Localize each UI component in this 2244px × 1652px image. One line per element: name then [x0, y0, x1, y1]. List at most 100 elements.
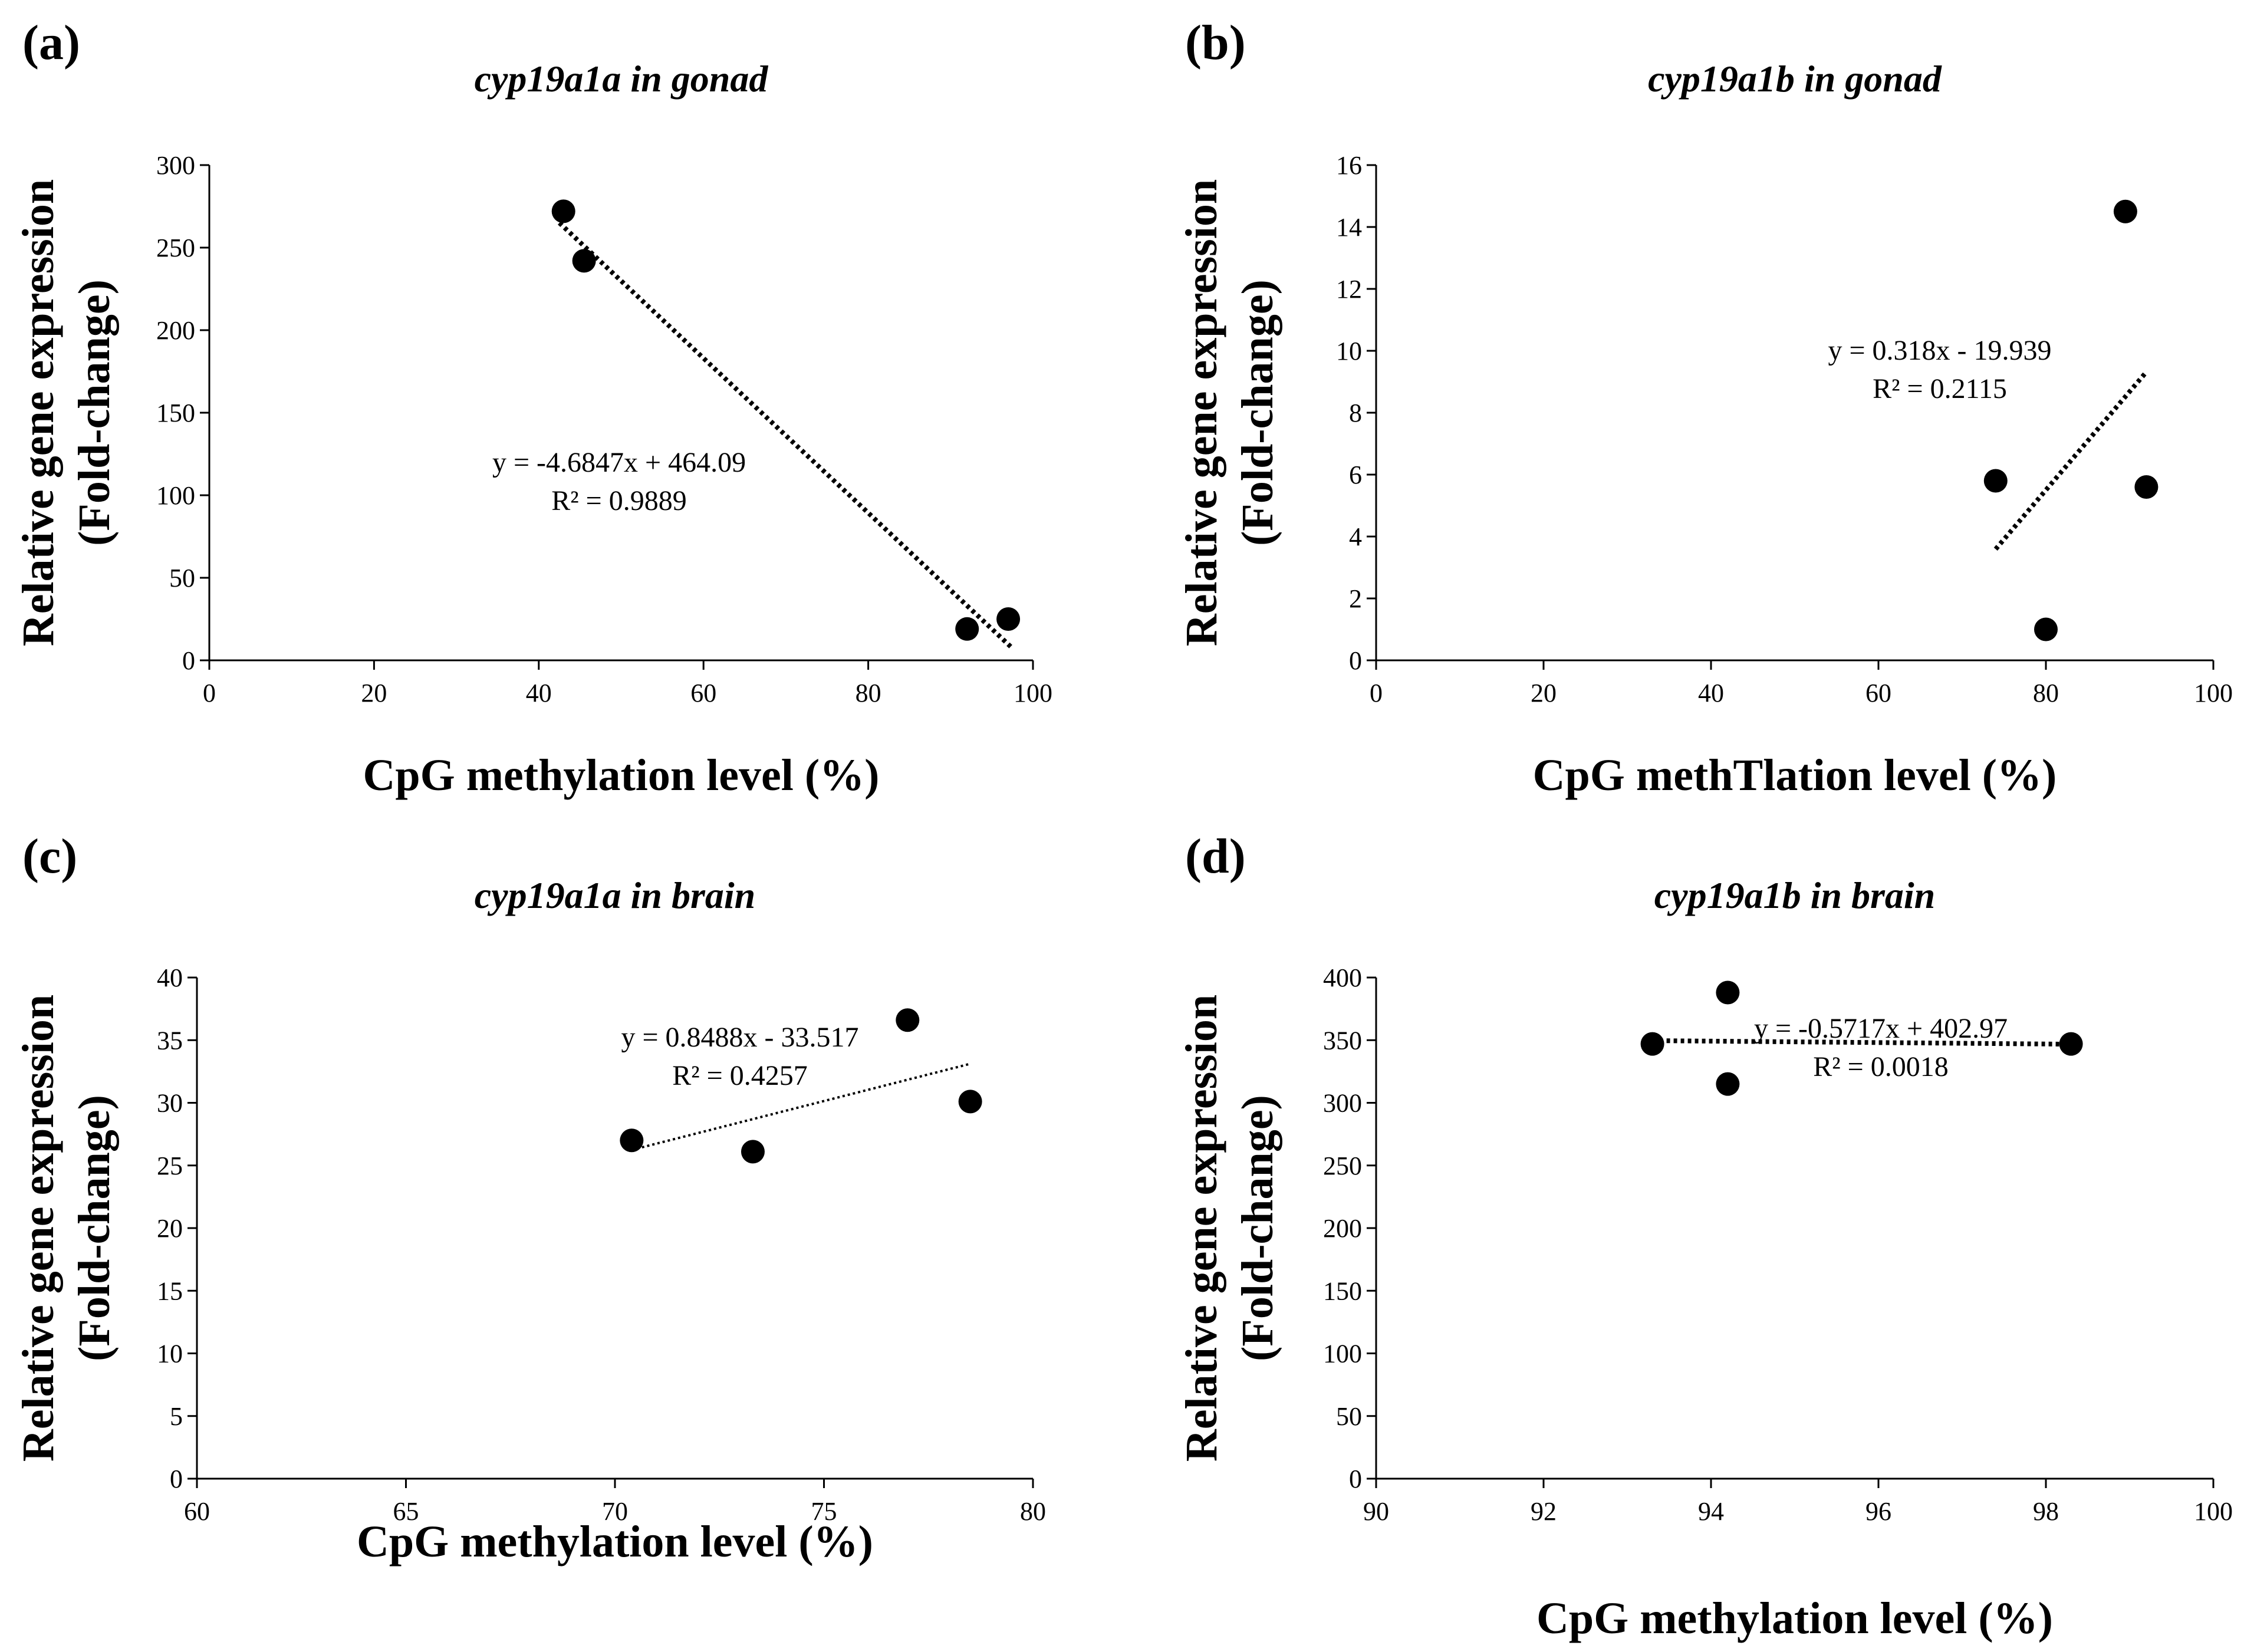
y-tick-label: 100: [1323, 1340, 1362, 1368]
panel-label: (a): [22, 15, 80, 70]
y-tick-label: 350: [1323, 1026, 1362, 1055]
y-tick-label: 6: [1349, 460, 1362, 489]
y-tick-label: 300: [1323, 1089, 1362, 1118]
x-tick-label: 60: [184, 1497, 210, 1526]
trendline-equation: y = -4.6847x + 464.09: [492, 447, 746, 478]
x-tick-label: 0: [1370, 679, 1383, 707]
chart-title: cyp19a1b in brain: [1654, 874, 1935, 916]
y-axis-label: Relative gene expression: [14, 179, 63, 646]
y-tick-label: 20: [157, 1214, 183, 1243]
x-tick-label: 80: [2033, 679, 2059, 707]
panel-label: (c): [22, 829, 77, 884]
y-tick-label: 30: [157, 1089, 183, 1118]
trendline: [1993, 370, 2148, 551]
data-point: [2113, 199, 2137, 223]
x-axis-label: CpG methTlation level (%): [1533, 751, 2057, 800]
y-tick-label: 0: [1349, 1465, 1362, 1493]
y-axis-label-unit: (Fold-change): [1233, 1095, 1282, 1361]
trendline-equation: y = -0.5717x + 402.97: [1754, 1013, 2008, 1044]
y-tick-label: 300: [156, 151, 195, 180]
y-axis-label-unit: (Fold-change): [70, 1095, 119, 1361]
y-tick-label: 10: [157, 1340, 183, 1368]
y-tick-label: 400: [1323, 963, 1362, 992]
data-point: [551, 199, 575, 223]
x-tick-label: 20: [1531, 679, 1557, 707]
data-point: [572, 249, 596, 273]
y-tick-label: 150: [1323, 1276, 1362, 1305]
x-axis-label: CpG methylation level (%): [1536, 1594, 2053, 1643]
y-axis-label-unit: (Fold-change): [70, 279, 119, 546]
x-tick-label: 80: [856, 679, 881, 707]
x-tick-label: 100: [2194, 679, 2233, 707]
y-tick-label: 40: [157, 963, 183, 992]
chart-title: cyp19a1b in gonad: [1648, 58, 1942, 100]
y-tick-label: 5: [170, 1402, 183, 1431]
y-axis-label: Relative gene expression: [14, 995, 63, 1462]
trendline-equation: y = 0.318x - 19.939: [1828, 335, 2051, 366]
x-tick-label: 80: [1020, 1497, 1046, 1526]
y-tick-label: 25: [157, 1151, 183, 1180]
data-point: [958, 1090, 982, 1114]
x-tick-label: 90: [1363, 1497, 1389, 1526]
y-axis-label: Relative gene expression: [1177, 179, 1226, 646]
trendline-r-squared: R² = 0.9889: [551, 485, 686, 516]
x-tick-label: 60: [1865, 679, 1891, 707]
data-point: [1716, 1072, 1740, 1096]
y-axis-label: Relative gene expression: [1177, 995, 1226, 1462]
y-tick-label: 200: [1323, 1214, 1362, 1243]
data-point: [2034, 617, 2058, 641]
chart-panel-3: (c) cyp19a1a in brain 0 5 10 15 20 25 30 35 40 60 65…: [14, 829, 1046, 1567]
data-point: [2134, 475, 2159, 499]
x-tick-label: 20: [361, 679, 387, 707]
x-tick-label: 75: [811, 1497, 837, 1526]
x-tick-label: 0: [203, 679, 216, 707]
y-tick-label: 0: [182, 646, 195, 675]
y-tick-label: 14: [1336, 213, 1362, 242]
y-tick-label: 250: [1323, 1151, 1362, 1180]
y-tick-label: 12: [1336, 275, 1362, 304]
chart-title: cyp19a1a in gonad: [475, 58, 769, 100]
trendline-r-squared: R² = 0.0018: [1813, 1051, 1948, 1082]
x-tick-label: 94: [1698, 1497, 1724, 1526]
panel-label: (d): [1185, 829, 1246, 884]
y-tick-label: 50: [1336, 1402, 1362, 1431]
y-tick-label: 100: [156, 481, 195, 510]
trendline-r-squared: R² = 0.4257: [672, 1060, 807, 1091]
x-tick-label: 40: [1698, 679, 1724, 707]
trendline-equation: y = 0.8488x - 33.517: [621, 1022, 858, 1053]
x-axis-label: CpG methylation level (%): [363, 751, 879, 800]
data-point: [896, 1008, 920, 1032]
chart-panel-2: (b) cyp19a1b in gonad 0 2 4 6 8 10 12 14 16 0 20 40 60…: [1177, 15, 2233, 800]
y-tick-label: 10: [1336, 337, 1362, 366]
x-tick-label: 40: [526, 679, 552, 707]
data-point: [1716, 980, 1740, 1005]
data-point: [620, 1128, 644, 1153]
y-tick-label: 50: [169, 564, 195, 593]
x-tick-label: 98: [2033, 1497, 2059, 1526]
data-point: [996, 607, 1021, 631]
x-tick-label: 100: [1014, 679, 1052, 707]
data-point: [2059, 1032, 2083, 1056]
y-tick-label: 250: [156, 233, 195, 262]
y-tick-label: 2: [1349, 584, 1362, 613]
chart-panel-4: (d) cyp19a1b in brain 0 50 100 150 200 250 300 35…: [1177, 829, 2233, 1643]
x-tick-label: 100: [2194, 1497, 2233, 1526]
y-tick-label: 8: [1349, 399, 1362, 427]
y-tick-label: 4: [1349, 522, 1362, 551]
data-point: [1640, 1032, 1664, 1056]
panel-label: (b): [1185, 15, 1246, 70]
x-tick-label: 70: [602, 1497, 628, 1526]
data-point: [741, 1140, 765, 1164]
chart-panel-1: (a) cyp19a1a in gonad 0 50 100 150 200 250 300 0 2…: [14, 15, 1052, 800]
trendline: [557, 221, 1014, 650]
x-axis-label: CpG methylation level (%): [357, 1517, 873, 1567]
chart-title: cyp19a1a in brain: [475, 874, 755, 916]
y-tick-label: 200: [156, 316, 195, 345]
y-axis-label-unit: (Fold-change): [1233, 279, 1282, 546]
y-tick-label: 15: [157, 1276, 183, 1305]
y-tick-label: 0: [170, 1465, 183, 1493]
data-point: [1983, 469, 2008, 493]
x-tick-label: 60: [690, 679, 716, 707]
x-tick-label: 96: [1865, 1497, 1891, 1526]
